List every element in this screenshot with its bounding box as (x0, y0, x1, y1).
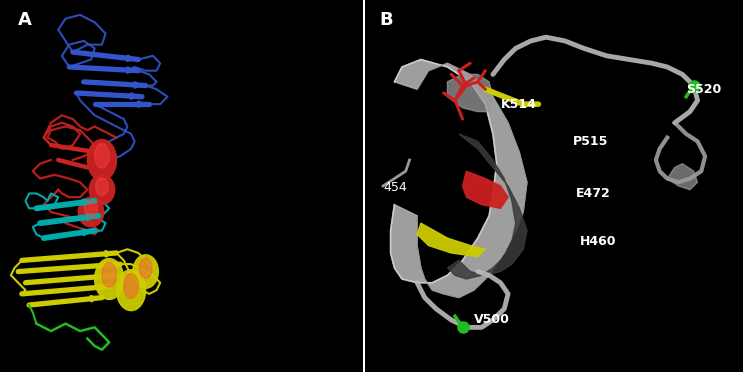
Text: V500: V500 (474, 314, 510, 326)
Polygon shape (78, 197, 104, 227)
Polygon shape (139, 258, 152, 278)
Polygon shape (85, 200, 97, 218)
Polygon shape (88, 140, 117, 180)
Text: H460: H460 (580, 235, 617, 248)
Text: A: A (18, 11, 32, 29)
Polygon shape (391, 60, 527, 298)
Polygon shape (94, 259, 124, 299)
Polygon shape (133, 255, 158, 288)
Text: 454: 454 (383, 182, 406, 194)
Polygon shape (447, 74, 493, 112)
Text: S520: S520 (687, 83, 721, 96)
Polygon shape (102, 263, 117, 287)
Text: P515: P515 (572, 135, 608, 148)
Polygon shape (96, 178, 108, 196)
Polygon shape (124, 274, 138, 298)
Polygon shape (447, 134, 527, 279)
Polygon shape (667, 164, 698, 190)
Polygon shape (89, 175, 114, 205)
Text: B: B (379, 11, 393, 29)
Text: K514: K514 (501, 98, 536, 110)
Polygon shape (463, 171, 508, 208)
Polygon shape (417, 223, 485, 257)
Polygon shape (94, 144, 109, 168)
Polygon shape (117, 270, 146, 311)
Text: E472: E472 (577, 187, 611, 200)
